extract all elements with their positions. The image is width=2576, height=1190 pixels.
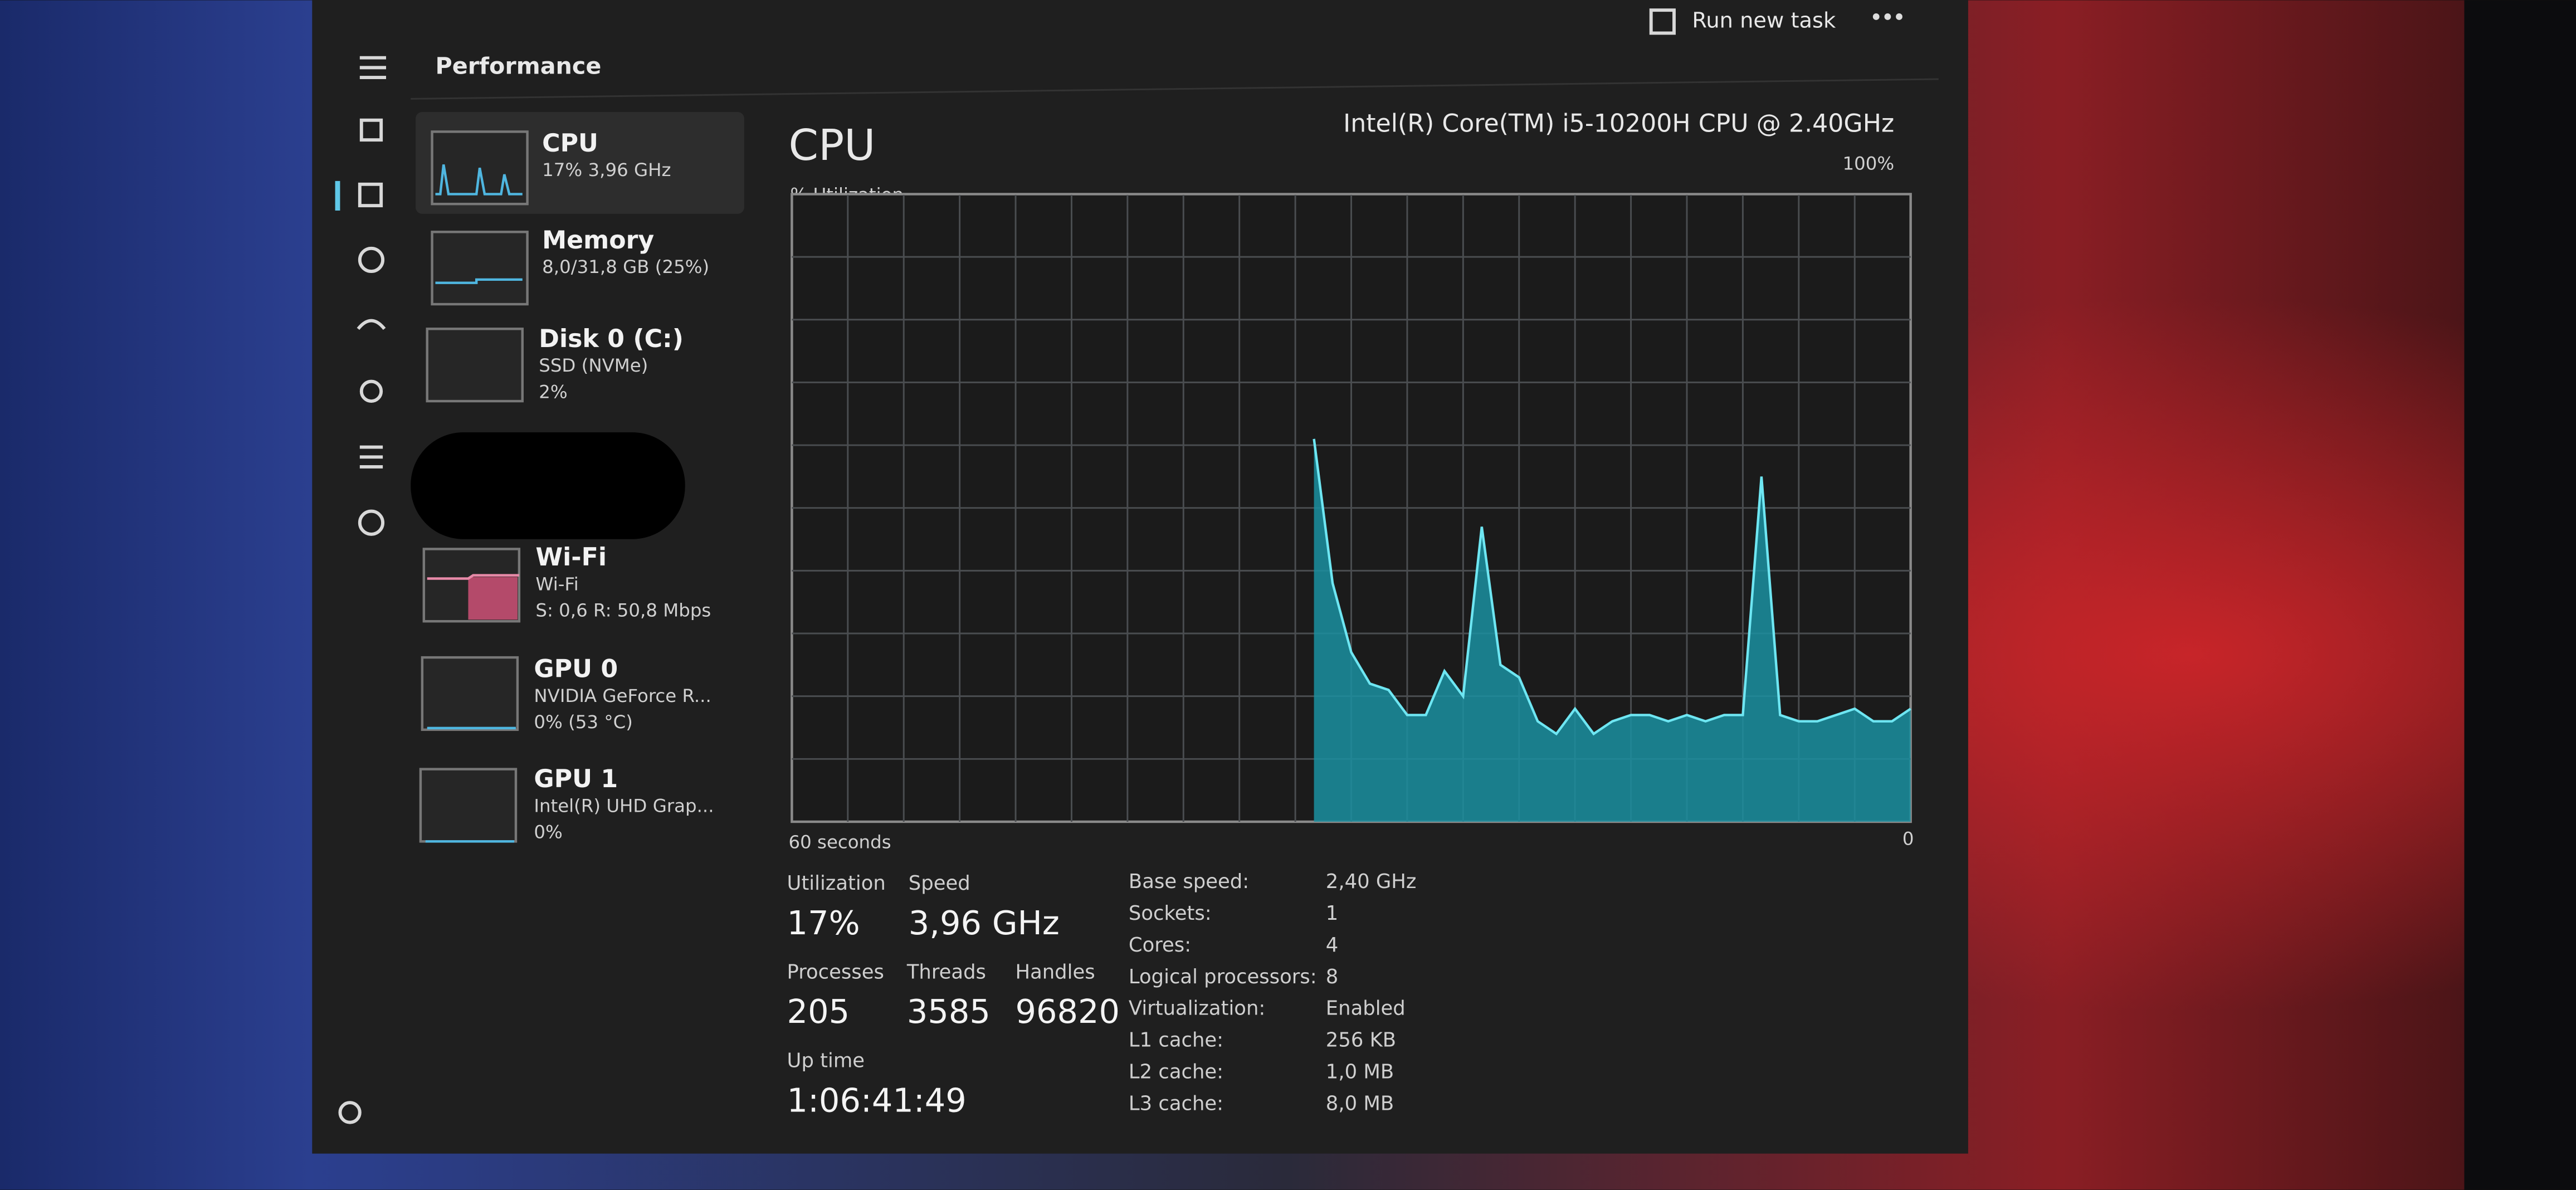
title-divider [411, 78, 1939, 100]
thumbnail-fill [468, 577, 518, 620]
thumbnail-trace [435, 278, 523, 284]
processes-icon[interactable] [359, 118, 383, 142]
dot [1884, 13, 1891, 20]
stat-label: Speed [909, 872, 970, 895]
stat-value: 205 [787, 992, 850, 1031]
stat-label: Handles [1015, 960, 1095, 983]
detail-value: 8 [1326, 965, 1339, 988]
detail-value: 1,0 MB [1326, 1061, 1394, 1084]
item-detail: 0% [534, 822, 562, 843]
item-detail: S: 0,6 R: 50,8 Mbps [535, 599, 711, 621]
detail-value: 1 [1326, 902, 1339, 925]
item-detail: SSD (NVMe) [539, 355, 648, 376]
stat-label: Processes [787, 960, 884, 983]
x-start-label: 60 seconds [789, 831, 891, 852]
page-title: Performance [435, 52, 601, 79]
detail-label: Logical processors: [1129, 965, 1317, 988]
sidebar-item[interactable]: Disk 0 (C:)SSD (NVMe) 2% [426, 325, 684, 403]
detail-value: Enabled [1326, 997, 1406, 1020]
item-name: Memory [542, 226, 654, 255]
x-end-label: 0 [1902, 828, 1914, 849]
item-detail: 2% [539, 381, 567, 402]
details-icon[interactable] [359, 445, 383, 469]
history-icon[interactable] [358, 246, 385, 274]
more-button[interactable] [1872, 13, 1902, 20]
thumbnail-trace [427, 574, 519, 580]
run-new-task[interactable]: Run new task [1692, 8, 1836, 33]
item-name: GPU 0 [534, 655, 618, 684]
stat-label: Utilization [787, 872, 886, 895]
cpu-model: Intel(R) Core(TM) i5-10200H CPU @ 2.40GH… [1343, 110, 1894, 138]
detail-label: L3 cache: [1129, 1092, 1223, 1115]
bezel [2464, 0, 2576, 1190]
stat-value: 96820 [1015, 992, 1120, 1031]
detail-label: Sockets: [1129, 902, 1212, 925]
thumbnail [421, 656, 519, 731]
cpu-graph: 100% [791, 153, 1912, 823]
item-name: Wi-Fi [535, 543, 607, 572]
users-icon[interactable] [359, 379, 383, 403]
detail-label: L1 cache: [1129, 1029, 1223, 1052]
detail-label: L2 cache: [1129, 1061, 1223, 1084]
thumbnail [426, 328, 524, 403]
item-name: GPU 1 [534, 765, 618, 793]
cpu-stats: Utilization 17% Speed 3,96 GHz Processes 205 T… [787, 870, 1417, 1119]
utilization-line [1313, 438, 1911, 736]
detail-value: 8,0 MB [1326, 1092, 1394, 1115]
startup-icon[interactable] [357, 319, 386, 330]
run-task-icon [1649, 8, 1676, 35]
utilization-area [1314, 438, 1911, 822]
settings-icon[interactable] [338, 1101, 362, 1124]
detail-label: Virtualization: [1129, 997, 1265, 1020]
stat-label: Threads [906, 960, 986, 983]
item-detail: 0% (53 °C) [534, 711, 632, 733]
detail-value: 256 KB [1326, 1029, 1396, 1052]
detail-label: Base speed: [1129, 870, 1249, 893]
item-detail: 17% 3,96 GHz [542, 159, 671, 181]
redaction [411, 432, 685, 539]
item-detail: Intel(R) UHD Grap... [534, 795, 714, 816]
menu-icon[interactable] [359, 56, 387, 80]
dot [1872, 13, 1880, 20]
services-icon[interactable] [358, 509, 385, 536]
stat-value: 3,96 GHz [909, 904, 1060, 942]
selected-indicator [335, 181, 340, 211]
stat-value: 17% [787, 904, 860, 942]
dot [1896, 13, 1902, 20]
thumbnail [419, 768, 518, 843]
performance-icon[interactable] [358, 182, 383, 208]
nav-rail [335, 56, 387, 1124]
item-name: CPU [542, 129, 598, 158]
detail-value: 4 [1326, 934, 1339, 957]
detail-value: 2,40 GHz [1326, 870, 1417, 893]
cpu-title: CPU [789, 121, 876, 170]
stat-value: 3585 [907, 992, 991, 1031]
item-detail: 8,0/31,8 GB (25%) [542, 256, 709, 277]
item-name: Disk 0 (C:) [539, 325, 684, 353]
detail-label: Cores: [1129, 934, 1191, 957]
thumbnail [431, 231, 529, 306]
stat-value: 1:06:41:49 [787, 1081, 967, 1119]
y-tick-label: 100% [1842, 153, 1894, 174]
item-detail: NVIDIA GeForce R... [534, 685, 711, 706]
stat-label: Up time [787, 1050, 865, 1072]
item-detail: Wi-Fi [535, 573, 578, 594]
thumbnail-trace [435, 164, 523, 196]
